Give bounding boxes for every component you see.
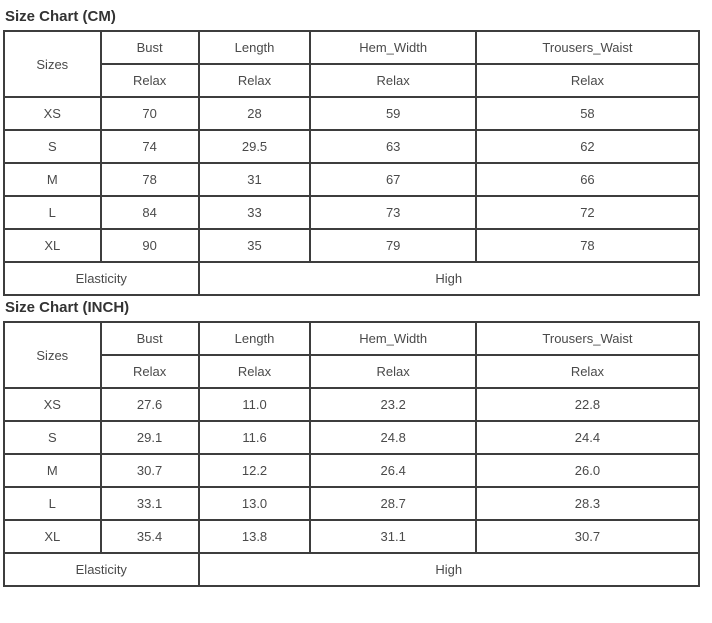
header-row-measures: Sizes Bust Length Hem_Width Trousers_Wai… [3,321,701,389]
value-cell: 22.8 [474,387,701,422]
elasticity-label-cell: Elasticity [3,552,200,587]
table-row: S 74 29.5 63 62 [3,129,701,164]
size-label-cell: S [3,129,102,164]
value-cell: 26.0 [474,453,701,488]
value-cell: 27.6 [99,387,200,422]
column-header-bust: Bust [99,30,200,65]
column-header-length: Length [197,321,312,356]
column-header-trousers-waist: Trousers_Waist [474,30,701,65]
value-cell: 11.6 [197,420,312,455]
value-cell: 35.4 [99,519,200,554]
size-chart-page: Size Chart (CM) Sizes Bust Length Hem_Wi… [3,8,701,587]
size-label-cell: XS [3,96,102,131]
fit-cell: Relax [474,354,701,389]
value-cell: 33.1 [99,486,200,521]
elasticity-row: Elasticity High [3,261,701,296]
column-header-hem-width: Hem_Width [309,321,477,356]
column-header-bust: Bust [99,321,200,356]
value-cell: 29.1 [99,420,200,455]
value-cell: 30.7 [99,453,200,488]
column-header-length: Length [197,30,312,65]
header-row-fit: Relax Relax Relax Relax [4,354,701,389]
size-label-cell: L [3,195,102,230]
sizes-header-cell: Sizes [3,321,102,389]
value-cell: 72 [474,195,701,230]
value-cell: 24.8 [309,420,477,455]
value-cell: 13.8 [197,519,312,554]
value-cell: 11.0 [197,387,312,422]
value-cell: 84 [99,195,200,230]
value-cell: 90 [99,228,200,263]
size-label-cell: XL [3,228,102,263]
fit-cell: Relax [309,63,477,98]
header-row-fit: Relax Relax Relax Relax [4,63,701,98]
size-chart-inch-title: Size Chart (INCH) [5,299,130,316]
size-label-cell: M [3,453,102,488]
value-cell: 70 [99,96,200,131]
size-label-cell: L [3,486,102,521]
table-row: XS 70 28 59 58 [3,96,701,131]
value-cell: 59 [309,96,477,131]
value-cell: 63 [309,129,477,164]
value-cell: 66 [474,162,701,197]
value-cell: 23.2 [309,387,477,422]
value-cell: 78 [99,162,200,197]
value-cell: 31.1 [309,519,477,554]
size-label-cell: S [3,420,102,455]
value-cell: 29.5 [197,129,312,164]
value-cell: 78 [474,228,701,263]
fit-cell: Relax [197,354,312,389]
value-cell: 67 [309,162,477,197]
table-row: M 78 31 67 66 [3,162,701,197]
size-label-cell: XL [3,519,102,554]
value-cell: 74 [99,129,200,164]
table-row: S 29.1 11.6 24.8 24.4 [3,420,701,455]
fit-cell: Relax [309,354,477,389]
value-cell: 13.0 [197,486,312,521]
size-chart-cm-table: Sizes Bust Length Hem_Width Trousers_Wai… [3,30,701,296]
table-row: L 33.1 13.0 28.7 28.3 [3,486,701,521]
elasticity-value-cell: High [197,261,701,296]
elasticity-row: Elasticity High [3,552,701,587]
value-cell: 35 [197,228,312,263]
value-cell: 33 [197,195,312,230]
value-cell: 26.4 [309,453,477,488]
value-cell: 30.7 [474,519,701,554]
elasticity-value-cell: High [197,552,701,587]
column-header-hem-width: Hem_Width [309,30,477,65]
value-cell: 28.7 [309,486,477,521]
value-cell: 28 [197,96,312,131]
value-cell: 79 [309,228,477,263]
fit-cell: Relax [474,63,701,98]
value-cell: 58 [474,96,701,131]
table-row: XS 27.6 11.0 23.2 22.8 [3,387,701,422]
value-cell: 24.4 [474,420,701,455]
fit-cell: Relax [197,63,312,98]
value-cell: 28.3 [474,486,701,521]
sizes-header-cell: Sizes [3,30,102,98]
value-cell: 62 [474,129,701,164]
fit-cell: Relax [99,354,200,389]
elasticity-label-cell: Elasticity [3,261,200,296]
size-chart-cm-title: Size Chart (CM) [5,8,116,25]
table-row: L 84 33 73 72 [3,195,701,230]
table-row: XL 90 35 79 78 [3,228,701,263]
column-header-trousers-waist: Trousers_Waist [474,321,701,356]
fit-cell: Relax [99,63,200,98]
value-cell: 73 [309,195,477,230]
size-label-cell: XS [3,387,102,422]
value-cell: 12.2 [197,453,312,488]
table-row: M 30.7 12.2 26.4 26.0 [3,453,701,488]
value-cell: 31 [197,162,312,197]
size-chart-inch-table: Sizes Bust Length Hem_Width Trousers_Wai… [3,321,701,587]
size-label-cell: M [3,162,102,197]
table-row: XL 35.4 13.8 31.1 30.7 [3,519,701,554]
header-row-measures: Sizes Bust Length Hem_Width Trousers_Wai… [3,30,701,98]
